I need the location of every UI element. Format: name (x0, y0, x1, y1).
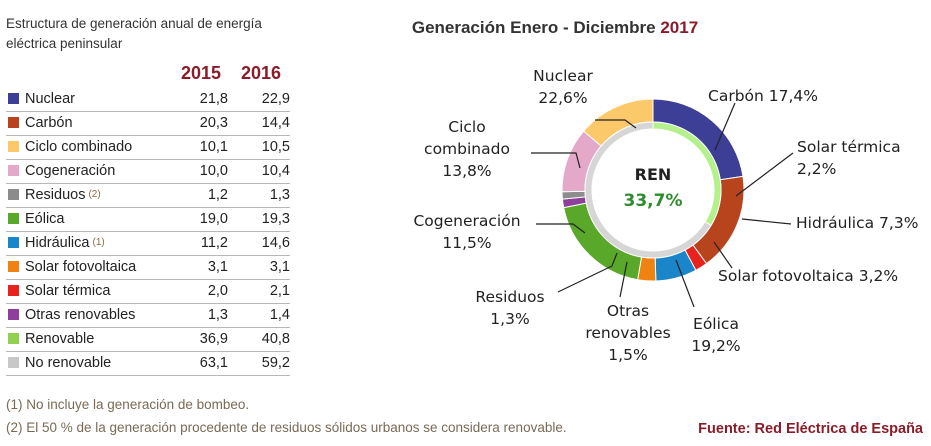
table-row-otras-renovables: Otras renovables 1,3 1,4 (6, 303, 290, 328)
legend-swatch (8, 237, 19, 248)
value-2015: 36,9 (176, 327, 228, 352)
chart-title: Generación Enero - Diciembre 2017 (412, 18, 698, 37)
legend-swatch (8, 309, 19, 320)
row-label: Cogeneración (25, 163, 116, 179)
donut-hole (592, 129, 714, 251)
footnote-2: (2) El 50 % de la generación procedente … (6, 420, 567, 435)
leader-line-solar-fotovoltaica (713, 241, 733, 269)
value-2016: 22,9 (228, 87, 290, 112)
row-label: Carbón (25, 115, 73, 131)
table-row-solar-termica: Solar térmica 2,0 2,1 (6, 279, 290, 304)
row-label: Residuos (25, 187, 86, 203)
table-row-eolica: Eólica 19,0 19,3 (6, 207, 290, 232)
value-2015: 1,3 (176, 303, 228, 328)
leader-line-residuos (557, 252, 618, 293)
data-label-nuclear: Nuclear 22,6% (533, 67, 593, 107)
leader-line-nuclear (595, 119, 637, 129)
value-2016: 2,1 (228, 279, 290, 304)
legend-swatch (8, 333, 19, 344)
year-header-2016: 2016 (241, 63, 282, 83)
table-row-no-renovable: No renovable 63,1 59,2 (6, 351, 290, 376)
table-row-cogeneracion: Cogeneración 10,0 10,4 (6, 159, 290, 184)
row-label: No renovable (25, 355, 112, 371)
legend-swatch (8, 141, 19, 152)
value-2016: 40,8 (228, 327, 290, 352)
footnote-ref: (2) (88, 189, 101, 200)
value-2016: 1,3 (228, 183, 290, 208)
footnote-1: (1) No incluye la generación de bombeo. (6, 397, 250, 412)
value-2016: 59,2 (228, 351, 290, 376)
data-label-eolica: Eólica 19,2% (691, 315, 740, 355)
data-label-residuos: Residuos 1,3% (475, 288, 544, 328)
leader-line-ciclo-combinado (531, 152, 581, 169)
value-2015: 19,0 (176, 207, 228, 232)
value-2015: 3,1 (176, 255, 228, 280)
table-row-carbon: Carbón 20,3 14,4 (6, 111, 290, 136)
center-label: REN (635, 165, 672, 184)
value-2016: 3,1 (228, 255, 290, 280)
value-2015: 1,2 (176, 183, 228, 208)
data-label-ciclo-combinado: Ciclo combinado 13,8% (424, 118, 510, 180)
source-label: Fuente: Red Eléctrica de España (698, 421, 923, 437)
leader-line-otras-renovables (619, 261, 628, 298)
table-row-residuos: Residuos (2) 1,2 1,3 (6, 183, 290, 208)
year-header-2015: 2015 (181, 63, 222, 83)
legend-swatch (8, 92, 19, 104)
table-row-hidraulica: Hidráulica (1) 11,2 14,6 (6, 231, 290, 256)
data-label-otras-renovables: Otras renovables 1,5% (585, 302, 670, 364)
data-label-solar-termica: Solar térmica 2,2% (797, 138, 901, 178)
legend-swatch (8, 117, 19, 128)
value-2015: 2,0 (176, 279, 228, 304)
legend-swatch (8, 213, 19, 224)
data-label-solar-fotovoltaica: Solar fotovoltaica 3,2% (718, 267, 898, 285)
value-2016: 1,4 (228, 303, 290, 328)
footnote-ref: (1) (92, 237, 105, 248)
leader-line-carbon (714, 102, 736, 151)
legend-swatch (8, 357, 19, 368)
value-2015: 21,8 (176, 87, 228, 112)
table-title: Estructura de generación anual de energí… (6, 16, 262, 51)
data-label-hidraulica: Hidráulica 7,3% (796, 214, 918, 232)
row-label: Ciclo combinado (25, 139, 133, 155)
value-2016: 14,6 (228, 231, 290, 256)
legend-swatch (8, 189, 19, 200)
legend-swatch (8, 165, 19, 176)
value-2015: 10,1 (176, 135, 228, 160)
leader-line-solar-termica (735, 152, 794, 197)
value-2016: 10,4 (228, 159, 290, 184)
leader-line-cogeneracion (536, 223, 586, 234)
table-row-ciclo-combinado: Ciclo combinado 10,1 10,5 (6, 135, 290, 160)
value-2016: 14,4 (228, 111, 290, 136)
value-2015: 11,2 (176, 231, 228, 256)
value-2015: 10,0 (176, 159, 228, 184)
leader-line-eolica (675, 259, 695, 308)
data-label-cogeneracion: Cogeneración 11,5% (413, 212, 520, 252)
row-label: Solar térmica (25, 283, 111, 299)
table-row-solar-fotovoltaica: Solar fotovoltaica 3,1 3,1 (6, 255, 290, 280)
row-label: Eólica (25, 211, 65, 227)
row-label: Nuclear (25, 90, 75, 107)
row-label: Renovable (25, 331, 95, 347)
leader-line-hidraulica (741, 218, 792, 225)
table-row-renovable: Renovable 36,9 40,8 (6, 327, 290, 352)
center-value: 33,7% (624, 191, 683, 211)
value-2016: 19,3 (228, 207, 290, 232)
row-label: Solar fotovoltaica (25, 259, 137, 275)
value-2015: 63,1 (176, 351, 228, 376)
row-label: Otras renovables (25, 307, 136, 323)
value-2015: 20,3 (176, 111, 228, 136)
data-label-carbon: Carbón 17,4% (708, 87, 818, 105)
row-label: Hidráulica (25, 235, 90, 251)
generation-table: Nuclear 21,8 22,9 Carbón 20,3 14,4 Ciclo combi… (6, 87, 290, 376)
legend-swatch (8, 261, 19, 272)
table-row-nuclear: Nuclear 21,8 22,9 (6, 87, 290, 112)
value-2016: 10,5 (228, 135, 290, 160)
legend-swatch (8, 285, 19, 296)
